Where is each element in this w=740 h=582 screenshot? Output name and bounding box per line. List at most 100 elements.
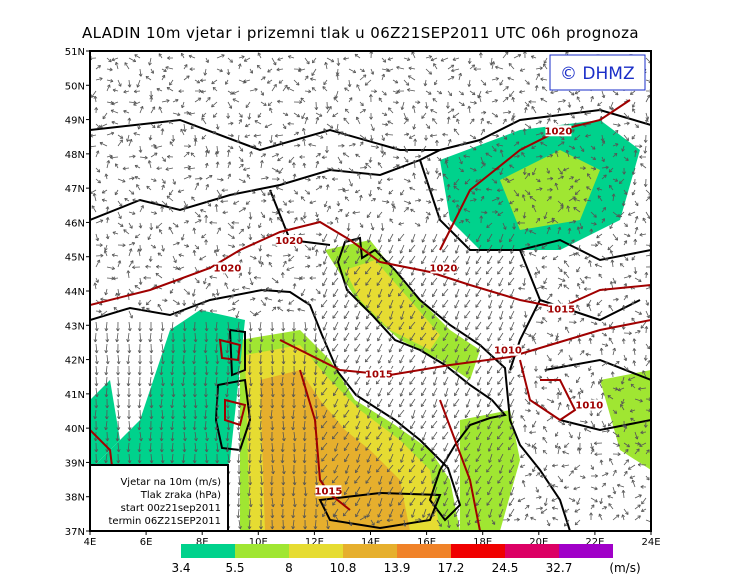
wind-arrow [432,497,438,507]
wind-arrow [355,153,361,158]
wind-arrow [612,442,620,447]
wind-arrow [343,132,350,137]
wind-arrow [247,486,252,497]
wind-arrow [104,365,109,376]
wind-arrow [181,354,186,365]
wind-arrow [302,365,306,376]
wind-arrow [502,110,512,115]
wind-arrow [269,217,273,224]
wind-arrow [310,297,317,302]
wind-arrow [519,68,526,72]
wind-arrow [465,387,471,397]
wind-arrow [596,299,603,306]
wind-arrow [454,354,460,364]
wind-arrow [412,172,416,180]
wind-arrow [94,442,99,453]
wind-arrow [236,497,241,508]
wind-arrow [94,365,99,376]
wind-arrow [488,299,493,309]
wind-arrow [632,338,637,345]
wind-arrow [429,133,438,138]
wind-arrow [399,299,405,309]
wind-arrow [314,409,319,420]
wind-arrow [454,387,460,397]
wind-arrow [391,200,395,207]
wind-arrow [299,276,306,280]
wind-arrow [170,321,175,332]
wind-arrow [425,90,432,95]
wind-arrow [94,420,99,431]
wind-arrow [259,398,263,409]
wind-arrow [535,73,540,81]
wind-arrow [297,307,306,312]
wind-arrow [214,321,219,332]
wind-arrow [280,442,285,453]
wind-arrow [237,475,242,486]
wind-arrow [172,112,181,117]
wind-arrow [555,431,559,437]
wind-arrow [622,167,626,175]
wind-arrow [150,68,154,74]
wind-arrow [411,409,416,419]
wind-arrow [149,96,154,103]
wind-arrow [474,464,482,473]
wind-arrow [623,331,632,336]
wind-arrow [588,259,592,268]
wind-arrow [464,299,471,308]
wind-arrow [138,222,143,229]
wind-arrow [170,453,175,464]
wind-arrow [400,101,405,110]
wind-arrow [335,123,339,132]
logo-text: © DHMZ [560,64,635,84]
wind-arrow [344,108,350,114]
wind-arrow [579,277,585,284]
wind-arrow [315,160,320,169]
wind-arrow [249,144,257,149]
wind-arrow [235,310,240,319]
wind-arrow [115,163,119,169]
wind-arrow [192,365,197,376]
wind-arrow [425,216,430,224]
wind-arrow [596,233,603,239]
wind-arrow [486,120,493,125]
wind-arrow [436,156,442,162]
wind-arrow [127,387,131,398]
wind-arrow [256,64,262,70]
wind-arrow [310,77,317,82]
wind-arrow [568,239,575,246]
wind-arrow [378,475,383,485]
wind-arrow [137,343,142,354]
wind-arrow [304,264,311,269]
wind-arrow [388,189,394,195]
wind-arrow [465,398,471,408]
wind-arrow [282,84,288,92]
wind-arrow [579,387,584,394]
wind-arrow [487,398,493,408]
wind-arrow [412,123,417,130]
wind-arrow [342,188,350,193]
wind-arrow [227,161,232,169]
wind-arrow [491,145,497,152]
wind-arrow [510,117,515,125]
wind-arrow [281,475,286,486]
wind-arrow [337,131,344,136]
wind-arrow [551,217,559,224]
wind-arrow [467,57,472,64]
wind-arrow [94,398,99,409]
wind-arrow [634,123,639,128]
wind-arrow [304,177,311,182]
wind-arrow [607,495,614,499]
wind-arrow [631,479,636,488]
wind-arrow [568,90,575,96]
wind-arrow [321,310,328,320]
wind-arrow [354,266,361,275]
wind-arrow [509,310,515,320]
wind-arrow [399,387,405,397]
wind-arrow [348,97,353,103]
wind-arrow [215,453,220,464]
wind-arrow [407,75,416,81]
wind-arrow [479,215,484,224]
wind-arrow [302,398,307,409]
wind-arrow [116,398,121,409]
wind-arrow [304,116,309,125]
